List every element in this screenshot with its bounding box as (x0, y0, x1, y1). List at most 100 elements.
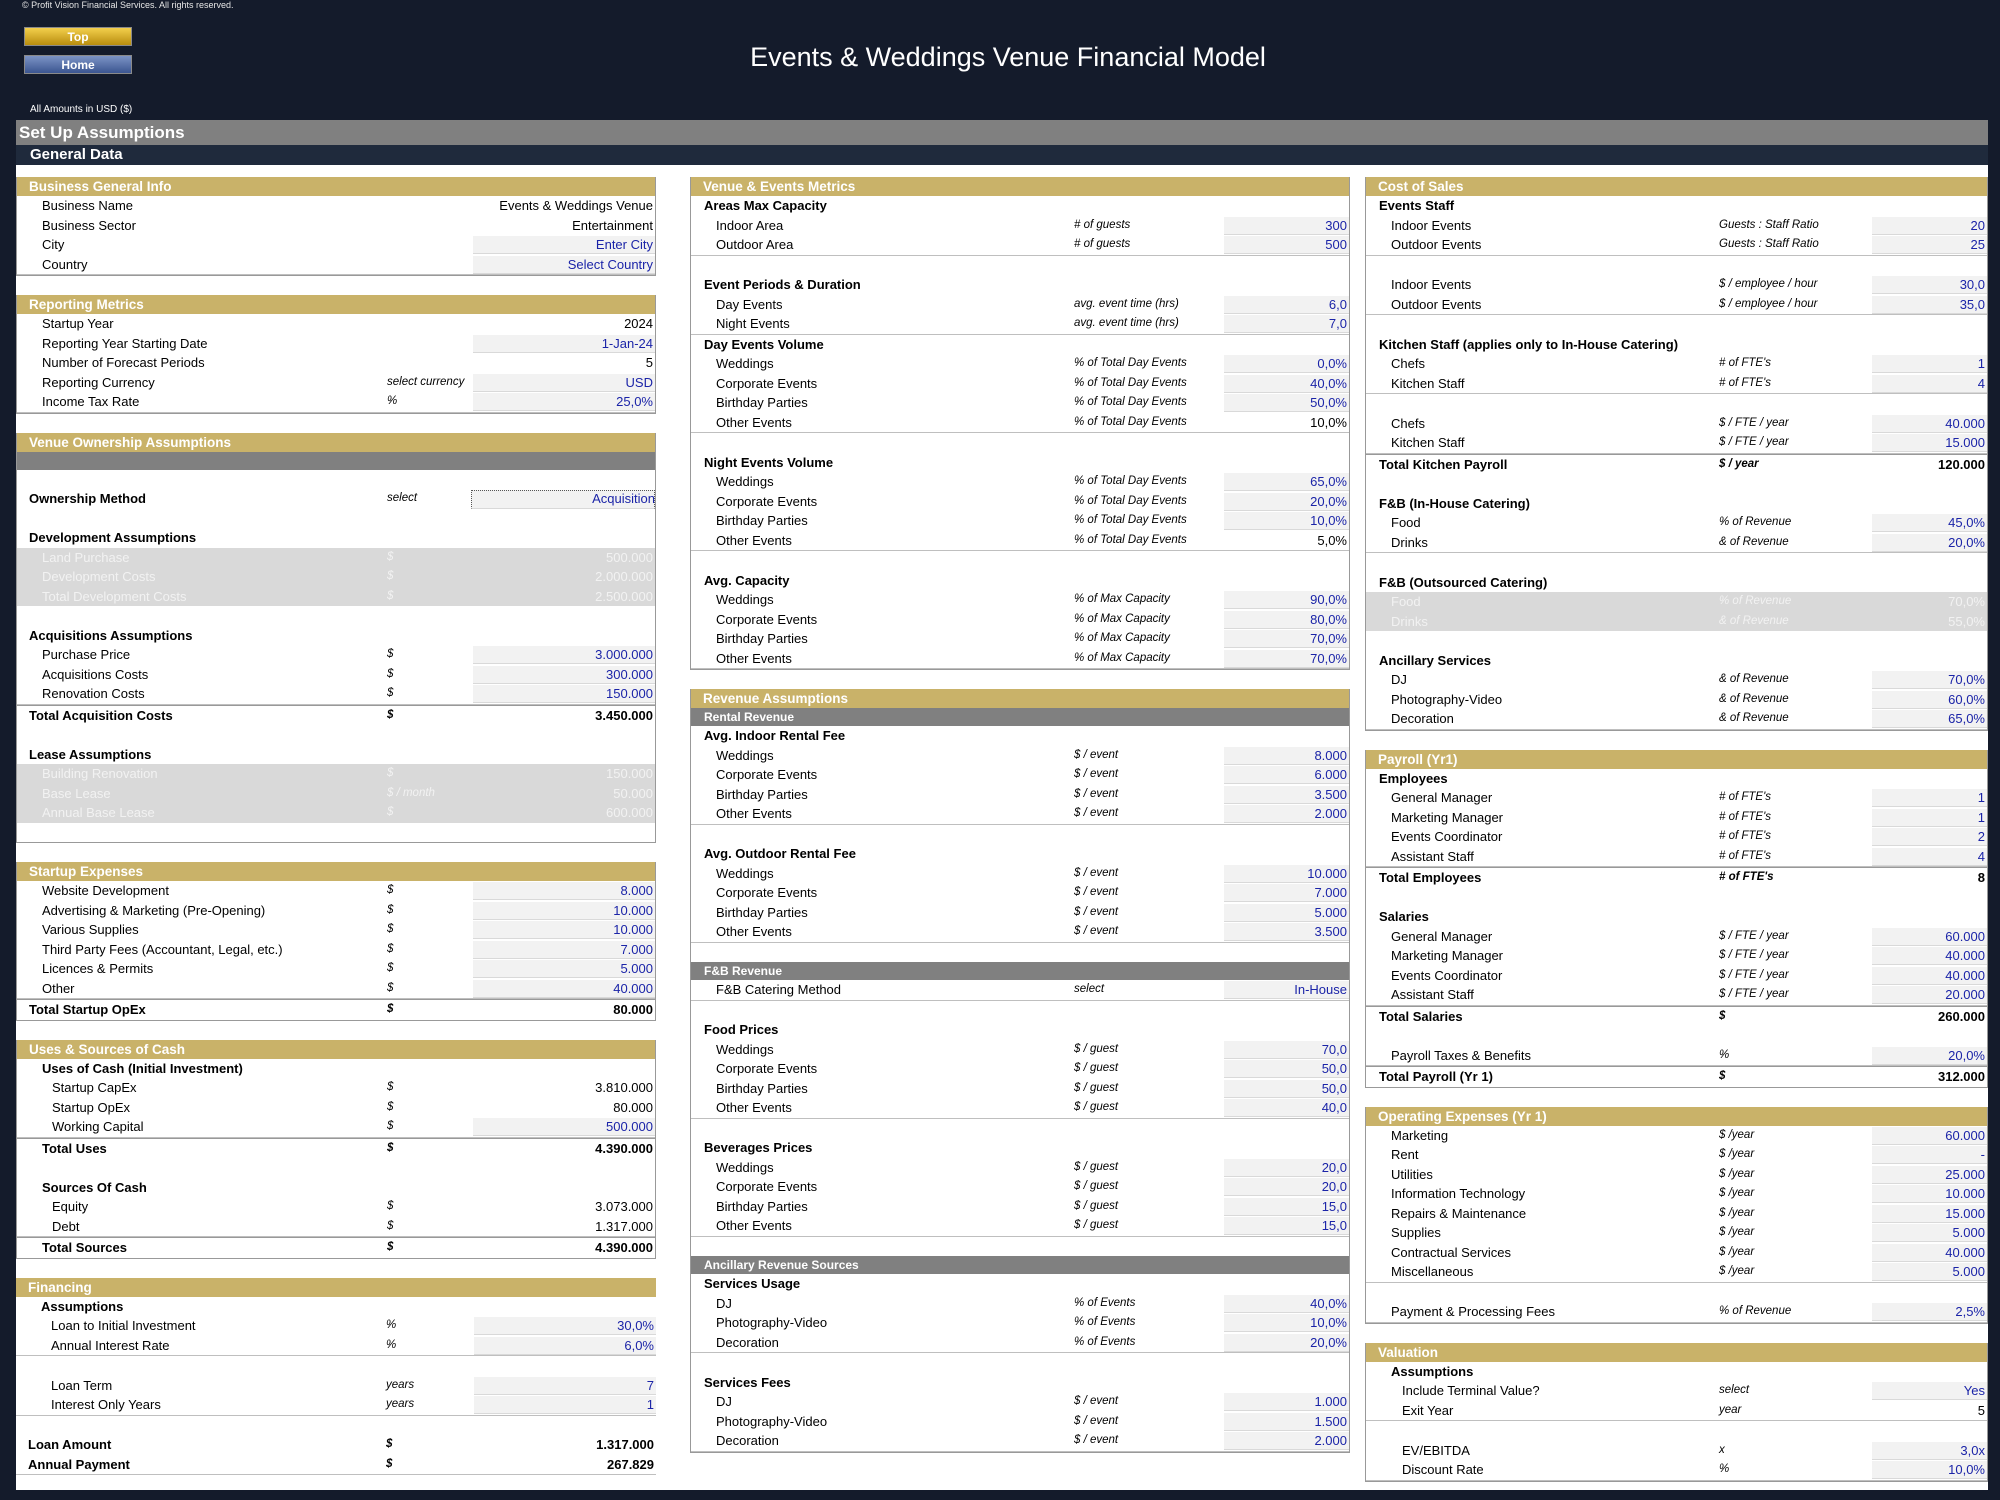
input-cell[interactable] (1872, 966, 1987, 985)
input-cell[interactable] (1872, 1382, 1987, 1400)
input-value[interactable]: 70,0% (1310, 631, 1347, 646)
input-cell[interactable] (1872, 1146, 1987, 1164)
input-cell[interactable] (473, 255, 655, 274)
input-cell[interactable] (473, 373, 655, 392)
input-cell[interactable] (1224, 1314, 1349, 1332)
input-cell[interactable] (1872, 434, 1987, 452)
input-cell[interactable] (1224, 1079, 1349, 1098)
input-value[interactable]: 10.000 (613, 902, 653, 918)
input-value[interactable]: 0,0% (1317, 356, 1347, 371)
input-cell[interactable] (471, 490, 655, 509)
input-value[interactable]: 1.500 (1314, 1413, 1347, 1429)
input-value[interactable]: 30,0 (1959, 277, 1985, 292)
input-cell[interactable] (473, 901, 655, 920)
input-cell[interactable] (1224, 1432, 1349, 1450)
input-value[interactable]: 2,5% (1955, 1304, 1985, 1319)
input-cell[interactable] (473, 334, 655, 353)
input-value[interactable]: 20,0% (1310, 1334, 1347, 1350)
input-value[interactable]: 20 (1970, 217, 1985, 233)
input-cell[interactable] (1872, 1204, 1987, 1223)
input-value[interactable]: 60.000 (1945, 1127, 1985, 1143)
input-value[interactable]: 20,0% (1948, 534, 1985, 550)
input-value[interactable]: 7,0 (1328, 316, 1347, 331)
input-value[interactable]: 10.000 (1307, 865, 1347, 881)
input-value[interactable]: 5.000 (1952, 1264, 1985, 1279)
input-value[interactable]: Enter City (595, 237, 653, 252)
input-cell[interactable] (473, 685, 655, 703)
input-cell[interactable] (474, 1317, 656, 1335)
input-cell[interactable] (1224, 1158, 1349, 1177)
input-value[interactable]: 20,0% (1310, 493, 1347, 509)
input-cell[interactable] (1224, 785, 1349, 804)
input-cell[interactable] (1224, 1412, 1349, 1431)
input-value[interactable]: 4 (1977, 848, 1985, 864)
input-value[interactable]: Acquisition (592, 491, 655, 506)
input-value[interactable]: 20,0 (1321, 1179, 1347, 1194)
input-cell[interactable] (1872, 671, 1987, 689)
input-value[interactable]: 35,0 (1959, 296, 1985, 312)
input-cell[interactable] (1872, 847, 1987, 866)
input-value[interactable]: 20.000 (1945, 987, 1985, 1002)
input-cell[interactable] (1872, 828, 1987, 846)
input-value[interactable]: - (1980, 1147, 1985, 1162)
input-cell[interactable] (1224, 1178, 1349, 1196)
input-value[interactable]: 40,0 (1321, 1100, 1347, 1115)
input-value[interactable]: 5.000 (1952, 1225, 1985, 1240)
input-value[interactable]: 2 (1977, 829, 1985, 844)
input-cell[interactable] (1872, 710, 1987, 728)
input-cell[interactable] (473, 940, 655, 959)
input-value[interactable]: 300.000 (606, 666, 653, 682)
input-cell[interactable] (473, 236, 655, 254)
input-cell[interactable] (1224, 1393, 1349, 1411)
input-value[interactable]: 2.000 (1314, 1433, 1347, 1448)
input-value[interactable]: 1 (1977, 790, 1985, 805)
input-cell[interactable] (474, 1336, 656, 1355)
input-value[interactable]: 60.000 (1945, 928, 1985, 944)
home-button[interactable]: Home (24, 55, 132, 74)
input-value[interactable]: 70,0% (1310, 650, 1347, 666)
input-cell[interactable] (1224, 1333, 1349, 1352)
input-value[interactable]: 1.000 (1314, 1394, 1347, 1409)
input-cell[interactable] (1872, 276, 1987, 294)
input-value[interactable]: 60,0% (1948, 691, 1985, 707)
input-cell[interactable] (1872, 374, 1987, 393)
input-cell[interactable] (1224, 766, 1349, 784)
input-value[interactable]: 2.000 (1314, 806, 1347, 821)
input-cell[interactable] (1224, 884, 1349, 902)
input-cell[interactable] (1224, 1099, 1349, 1117)
input-cell[interactable] (1224, 473, 1349, 491)
input-value[interactable]: Yes (1963, 1383, 1985, 1398)
input-value[interactable]: 15,0 (1321, 1218, 1347, 1233)
input-cell[interactable] (1872, 1441, 1987, 1460)
input-cell[interactable] (1872, 1165, 1987, 1184)
input-value[interactable]: 10,0% (1948, 1462, 1985, 1477)
input-value[interactable]: 500.000 (606, 1119, 653, 1134)
input-value[interactable]: 3.000.000 (595, 647, 653, 662)
input-value[interactable]: 10.000 (1945, 1186, 1985, 1201)
input-cell[interactable] (1872, 690, 1987, 709)
input-value[interactable]: 5.000 (1314, 904, 1347, 920)
input-cell[interactable] (1872, 1243, 1987, 1262)
input-value[interactable]: 25 (1970, 237, 1985, 252)
input-cell[interactable] (1872, 414, 1987, 433)
input-value[interactable]: 50,0 (1321, 1080, 1347, 1096)
input-cell[interactable] (473, 960, 655, 978)
input-value[interactable]: 7.000 (620, 941, 653, 957)
input-cell[interactable] (1872, 986, 1987, 1004)
input-cell[interactable] (473, 646, 655, 664)
input-value[interactable]: 25,0% (616, 394, 653, 409)
input-value[interactable]: 500 (1325, 237, 1347, 252)
input-cell[interactable] (1224, 295, 1349, 314)
input-value[interactable]: 40.000 (1945, 415, 1985, 431)
input-value[interactable]: 80,0% (1310, 611, 1347, 627)
input-value[interactable]: Select Country (567, 256, 653, 272)
input-cell[interactable] (1872, 1046, 1987, 1065)
input-value[interactable]: 1 (1977, 356, 1985, 371)
input-value[interactable]: 10,0% (1310, 513, 1347, 528)
input-cell[interactable] (1224, 903, 1349, 922)
input-value[interactable]: 40.000 (1945, 967, 1985, 983)
input-value[interactable]: 8.000 (1314, 747, 1347, 763)
input-cell[interactable] (1224, 1217, 1349, 1235)
input-value[interactable]: 40.000 (613, 980, 653, 996)
input-value[interactable]: 1-Jan-24 (601, 335, 653, 351)
